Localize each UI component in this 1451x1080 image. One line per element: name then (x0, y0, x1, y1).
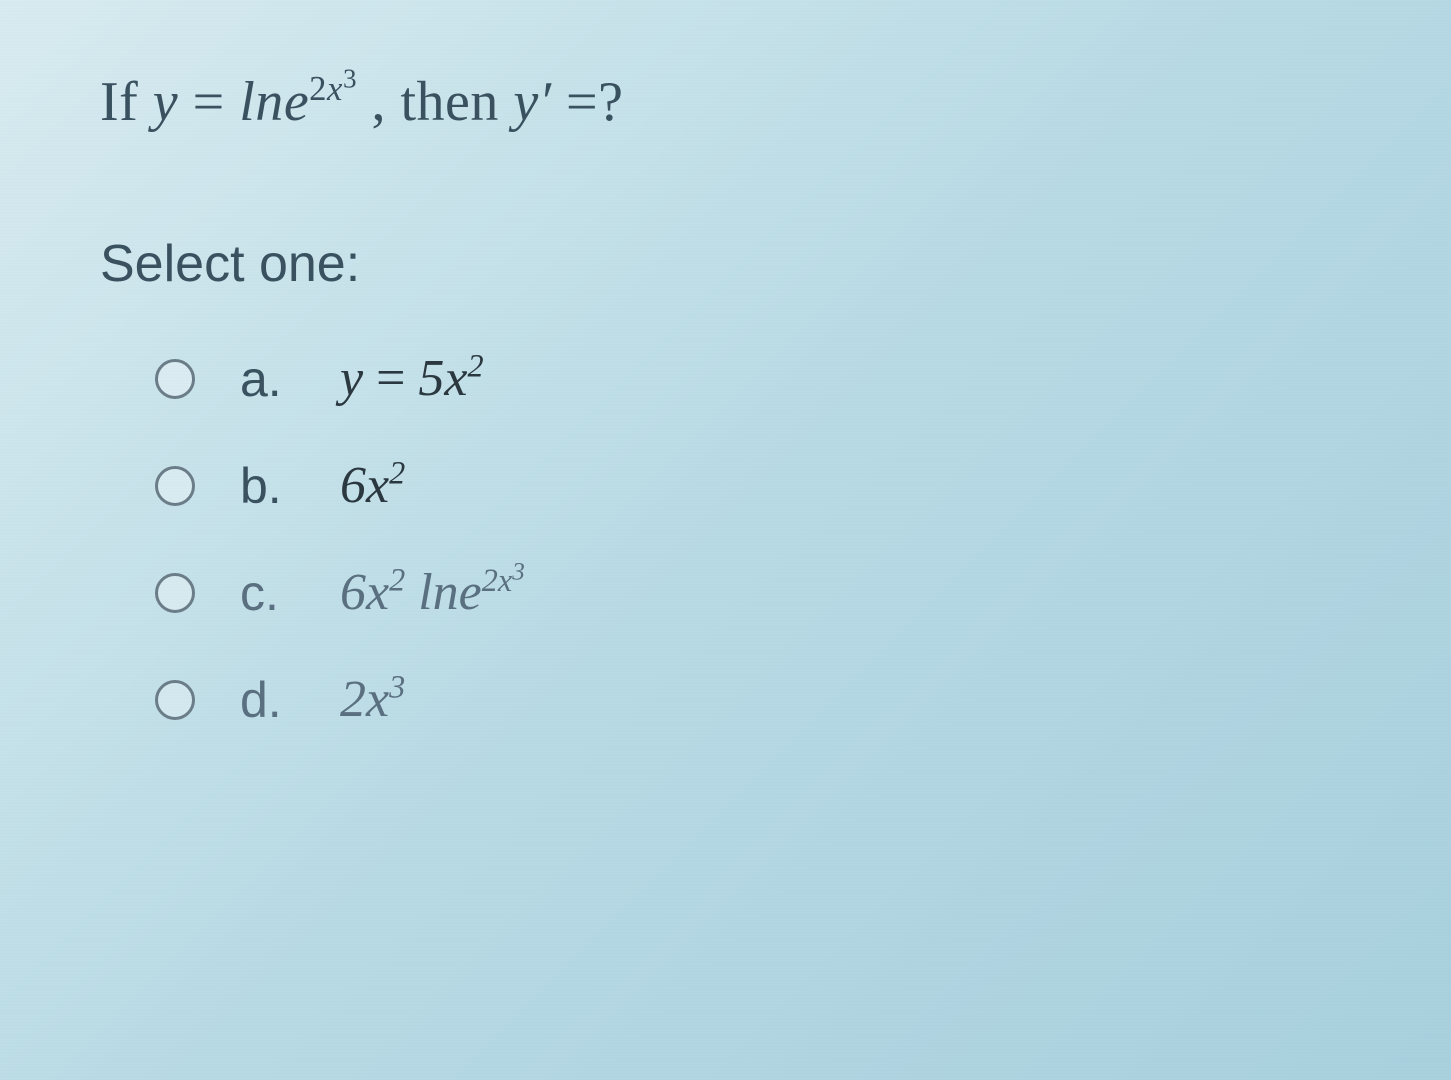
question-exp-x: x (327, 69, 343, 108)
option-letter-c: c. (240, 564, 295, 622)
radio-b[interactable] (155, 466, 195, 506)
option-letter-b: b. (240, 457, 295, 515)
option-row-a[interactable]: a. y = 5x2 (155, 349, 1351, 408)
question-middle: , then (357, 71, 513, 133)
option-row-d[interactable]: d. 2x3 (155, 670, 1351, 729)
radio-c[interactable] (155, 573, 195, 613)
question-exp: 2x3 (309, 69, 357, 108)
question-exp-sup: 3 (343, 64, 357, 94)
question-exp-num: 2 (309, 69, 327, 108)
option-math-d: 2x3 (340, 670, 405, 729)
option-letter-a: a. (240, 350, 295, 408)
question-ln: ln (239, 71, 284, 133)
option-math-b: 6x2 (340, 456, 405, 515)
option-math-c: 6x2 lne2x3 (340, 563, 525, 622)
question-e: e (284, 71, 309, 133)
question-y: y (153, 71, 178, 133)
option-row-b[interactable]: b. 6x2 (155, 456, 1351, 515)
option-math-a: y = 5x2 (340, 349, 484, 408)
question-eq2: =? (552, 71, 624, 133)
question-eq1: = (178, 71, 239, 133)
option-row-c[interactable]: c. 6x2 lne2x3 (155, 563, 1351, 622)
radio-d[interactable] (155, 680, 195, 720)
question-text: If y = lne2x3 , then y′ =? (100, 70, 1351, 134)
radio-a[interactable] (155, 359, 195, 399)
select-one-label: Select one: (100, 234, 1351, 294)
option-letter-d: d. (240, 671, 295, 729)
question-prefix: If (100, 71, 153, 133)
options-container: a. y = 5x2 b. 6x2 c. 6x2 lne2x3 d. 2x3 (100, 349, 1351, 729)
question-yprime: y′ (513, 71, 551, 133)
